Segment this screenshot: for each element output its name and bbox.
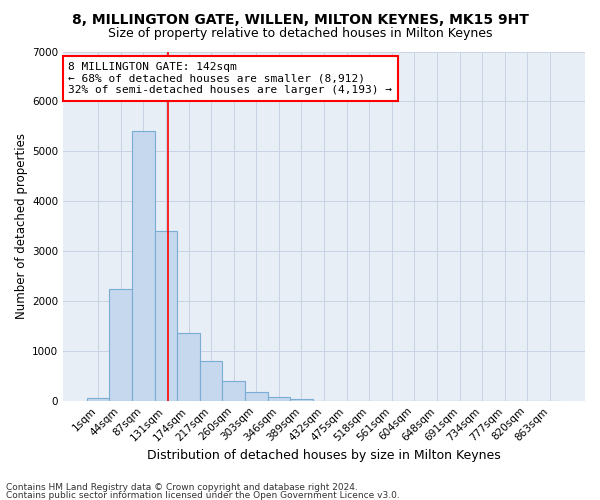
Y-axis label: Number of detached properties: Number of detached properties [15,133,28,319]
Bar [245,392,268,401]
Text: 8 MILLINGTON GATE: 142sqm
← 68% of detached houses are smaller (8,912)
32% of se: 8 MILLINGTON GATE: 142sqm ← 68% of detac… [68,62,392,95]
Text: Contains HM Land Registry data © Crown copyright and database right 2024.: Contains HM Land Registry data © Crown c… [6,484,358,492]
Bar [223,381,245,401]
Text: Contains public sector information licensed under the Open Government Licence v3: Contains public sector information licen… [6,490,400,500]
Bar [200,361,223,401]
Bar [177,334,200,401]
Bar [155,231,177,401]
X-axis label: Distribution of detached houses by size in Milton Keynes: Distribution of detached houses by size … [147,450,501,462]
Bar [290,400,313,401]
Text: Size of property relative to detached houses in Milton Keynes: Size of property relative to detached ho… [108,28,492,40]
Bar [268,397,290,401]
Bar [87,398,109,401]
Bar [132,132,155,401]
Bar [109,288,132,401]
Text: 8, MILLINGTON GATE, WILLEN, MILTON KEYNES, MK15 9HT: 8, MILLINGTON GATE, WILLEN, MILTON KEYNE… [71,12,529,26]
